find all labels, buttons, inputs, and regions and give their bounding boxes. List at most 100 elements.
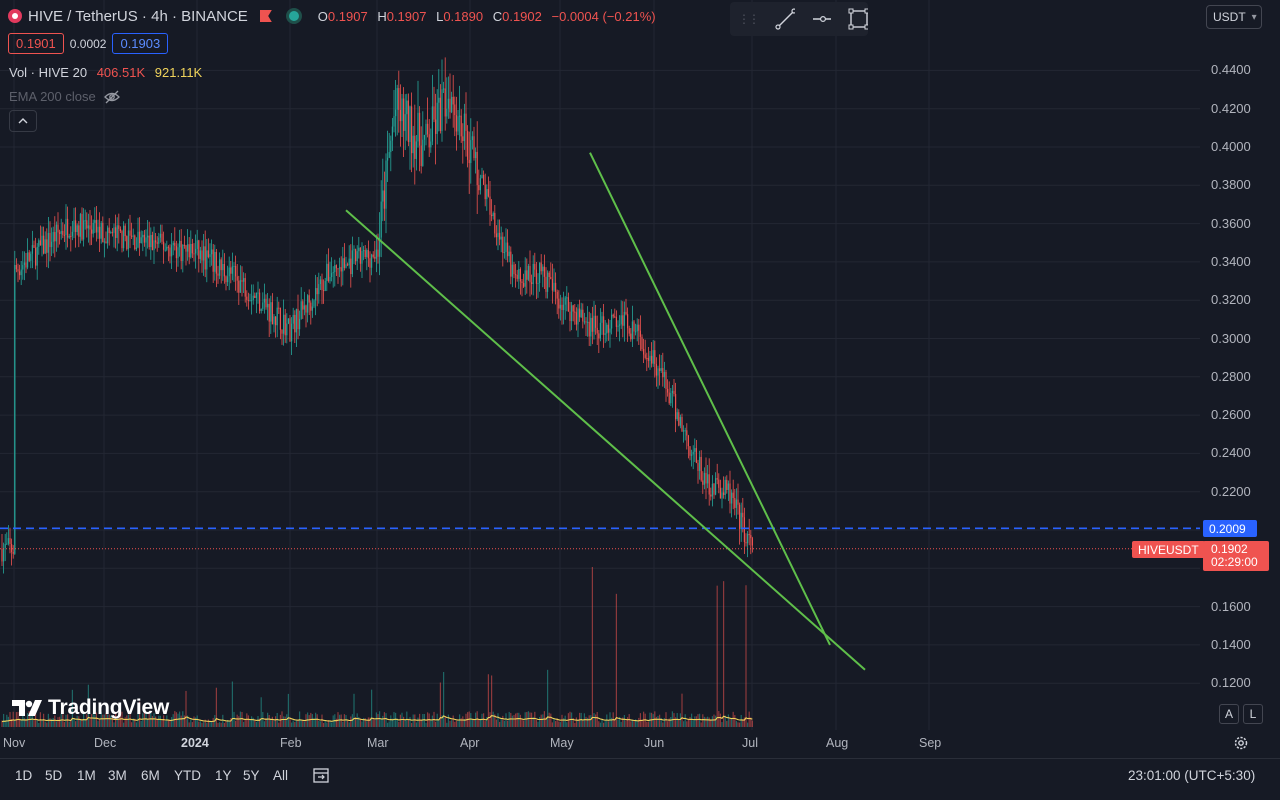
alert-price-tag[interactable]: 0.2009 [1203, 520, 1257, 537]
go-to-date-icon[interactable] [312, 766, 330, 784]
volume-bar [97, 720, 99, 727]
candle-body [644, 354, 646, 358]
candle-body [558, 298, 560, 309]
candle-body [228, 267, 230, 277]
volume-bar [267, 712, 269, 727]
candle-body [727, 483, 729, 490]
candle-body [22, 265, 24, 270]
volume-bar [55, 721, 57, 727]
candle-body [108, 227, 110, 234]
flag-icon[interactable] [259, 10, 272, 22]
horizontal-ray-icon[interactable] [811, 7, 832, 31]
volume-bar [604, 721, 606, 727]
candle-body [297, 308, 299, 330]
candle-body [580, 309, 582, 318]
range-all[interactable]: All [273, 768, 289, 783]
volume-bar [361, 721, 363, 727]
candle-body [158, 237, 160, 244]
hidden-eye-icon[interactable] [103, 90, 120, 104]
volume-bar [383, 712, 385, 727]
range-1y[interactable]: 1Y [215, 768, 232, 783]
candle-body [667, 388, 669, 393]
volume-bar [684, 714, 686, 727]
grip-icon[interactable]: ⋮⋮ [738, 12, 760, 26]
volume-bar [151, 716, 153, 727]
volume-bar [132, 718, 134, 727]
volume-bar [535, 720, 537, 727]
candle-body [303, 305, 305, 310]
candle-body [735, 499, 737, 508]
candle-body [703, 472, 705, 485]
candle-body [494, 212, 496, 234]
candle-body [678, 412, 680, 426]
volume-bar [57, 717, 59, 727]
candle-body [451, 96, 453, 113]
drawing-lines[interactable] [0, 152, 1200, 671]
buy-price-button[interactable]: 0.1903 [112, 33, 169, 54]
volume-bar [121, 711, 123, 727]
volume-bar [30, 715, 32, 727]
volume-bar [123, 722, 125, 727]
volume-bar [31, 712, 33, 727]
chart-grid [0, 0, 1200, 730]
candle-body [364, 250, 366, 257]
range-6m[interactable]: 6M [141, 768, 160, 783]
candle-body [12, 551, 14, 554]
trendline[interactable] [345, 209, 866, 671]
tradingview-logo[interactable]: TradingView [12, 696, 169, 720]
range-ytd[interactable]: YTD [174, 768, 201, 783]
volume-bar [62, 714, 64, 727]
candle-body [239, 280, 241, 293]
hive-logo-icon [8, 9, 22, 23]
candle-body [708, 474, 710, 495]
candle-body [724, 479, 726, 495]
volume-bar [147, 719, 149, 727]
collapse-legend-button[interactable] [9, 110, 37, 132]
range-3m[interactable]: 3M [108, 768, 127, 783]
volume-bar [593, 713, 595, 727]
volume-bar [70, 720, 72, 727]
clock-timezone[interactable]: 23:01:00 (UTC+5:30) [1128, 768, 1256, 783]
candle-body [91, 229, 93, 234]
gear-icon[interactable] [1233, 735, 1249, 751]
candle-body [99, 226, 101, 239]
range-1m[interactable]: 1M [77, 768, 96, 783]
candle-body [107, 227, 109, 244]
candle-body [692, 451, 694, 455]
volume-bar [404, 719, 406, 727]
volume-bar [492, 711, 494, 727]
volume-bar [303, 721, 305, 727]
candle-body [631, 321, 633, 340]
range-5d[interactable]: 5D [45, 768, 63, 783]
sell-price-button[interactable]: 0.1901 [8, 33, 64, 54]
candle-body [54, 232, 56, 242]
volume-bar [502, 715, 504, 727]
candle-body [732, 492, 734, 498]
volume-bar [603, 722, 605, 727]
auto-scale-button[interactable]: A [1219, 704, 1239, 724]
candle-body [540, 262, 542, 272]
candle-body [252, 295, 254, 301]
candle-body [396, 88, 398, 110]
candle-body [353, 249, 355, 251]
candle-body [382, 190, 384, 202]
volume-bar [257, 716, 259, 727]
log-scale-button[interactable]: L [1243, 704, 1263, 724]
volume-bar [375, 712, 377, 727]
volume-bar [278, 722, 280, 727]
volume-bar [105, 713, 107, 727]
ema-legend[interactable]: EMA 200 close [9, 89, 120, 104]
volume-legend[interactable]: Vol · HIVE 20 406.51K 921.11K [9, 65, 203, 80]
candle-body [116, 225, 118, 238]
currency-select[interactable]: USDT [1206, 5, 1262, 29]
symbol-title[interactable]: HIVE / TetherUS · 4h · BINANCE [28, 7, 248, 25]
rectangle-icon[interactable] [847, 7, 869, 31]
range-5y[interactable]: 5Y [243, 768, 260, 783]
trend-line-icon[interactable] [774, 7, 795, 31]
volume-bar [295, 720, 297, 727]
trendline[interactable] [589, 152, 831, 646]
volume-bar [694, 716, 696, 727]
candle-body [425, 123, 427, 135]
range-1d[interactable]: 1D [15, 768, 33, 783]
